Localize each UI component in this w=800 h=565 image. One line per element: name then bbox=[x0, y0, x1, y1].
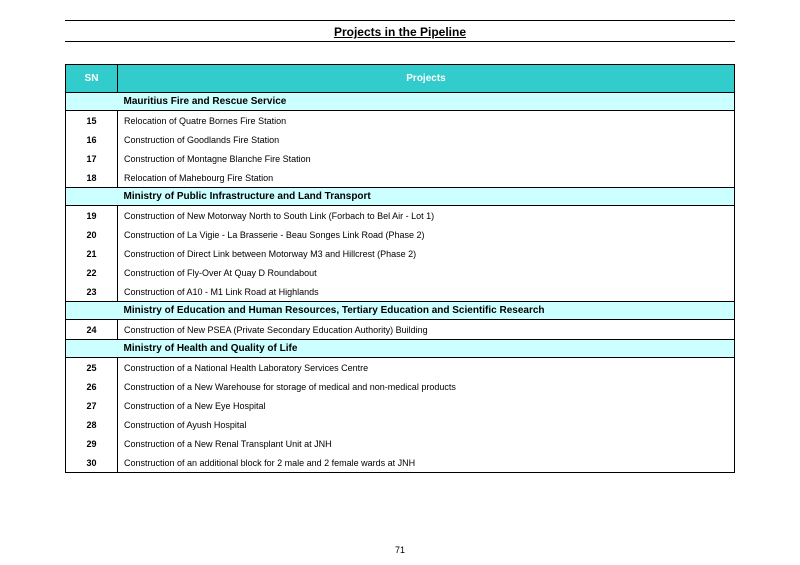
table-row: 20Construction of La Vigie - La Brasseri… bbox=[66, 225, 735, 244]
section-header-row: Mauritius Fire and Rescue Service bbox=[66, 93, 735, 111]
sn-cell: 17 bbox=[66, 149, 118, 168]
table-row: 18Relocation of Mahebourg Fire Station bbox=[66, 168, 735, 188]
sn-cell: 15 bbox=[66, 111, 118, 131]
project-cell: Construction of A10 - M1 Link Road at Hi… bbox=[118, 282, 735, 302]
table-row: 24Construction of New PSEA (Private Seco… bbox=[66, 320, 735, 340]
table-header-row: SN Projects bbox=[66, 65, 735, 93]
section-sn-cell bbox=[66, 302, 118, 320]
table-row: 17Construction of Montagne Blanche Fire … bbox=[66, 149, 735, 168]
document-page: Projects in the Pipeline SN Projects Mau… bbox=[0, 0, 800, 565]
table-row: 27Construction of a New Eye Hospital bbox=[66, 396, 735, 415]
project-cell: Construction of Fly-Over At Quay D Round… bbox=[118, 263, 735, 282]
col-header-projects: Projects bbox=[118, 65, 735, 93]
table-row: 16Construction of Goodlands Fire Station bbox=[66, 130, 735, 149]
project-cell: Construction of Direct Link between Moto… bbox=[118, 244, 735, 263]
table-row: 22Construction of Fly-Over At Quay D Rou… bbox=[66, 263, 735, 282]
project-cell: Relocation of Mahebourg Fire Station bbox=[118, 168, 735, 188]
project-cell: Construction of an additional block for … bbox=[118, 453, 735, 473]
project-cell: Construction of a New Warehouse for stor… bbox=[118, 377, 735, 396]
section-header-row: Ministry of Education and Human Resource… bbox=[66, 302, 735, 320]
sn-cell: 30 bbox=[66, 453, 118, 473]
sn-cell: 16 bbox=[66, 130, 118, 149]
table-row: 15Relocation of Quatre Bornes Fire Stati… bbox=[66, 111, 735, 131]
sn-cell: 20 bbox=[66, 225, 118, 244]
project-cell: Construction of New Motorway North to So… bbox=[118, 206, 735, 226]
table-row: 28Construction of Ayush Hospital bbox=[66, 415, 735, 434]
sn-cell: 26 bbox=[66, 377, 118, 396]
projects-table: SN Projects Mauritius Fire and Rescue Se… bbox=[65, 64, 735, 473]
sn-cell: 19 bbox=[66, 206, 118, 226]
table-row: 19Construction of New Motorway North to … bbox=[66, 206, 735, 226]
sn-cell: 28 bbox=[66, 415, 118, 434]
project-cell: Construction of Montagne Blanche Fire St… bbox=[118, 149, 735, 168]
project-cell: Construction of a National Health Labora… bbox=[118, 358, 735, 378]
project-cell: Construction of La Vigie - La Brasserie … bbox=[118, 225, 735, 244]
table-row: 30Construction of an additional block fo… bbox=[66, 453, 735, 473]
project-cell: Construction of Ayush Hospital bbox=[118, 415, 735, 434]
title-rule-bottom bbox=[65, 41, 735, 42]
table-row: 29Construction of a New Renal Transplant… bbox=[66, 434, 735, 453]
sn-cell: 24 bbox=[66, 320, 118, 340]
sn-cell: 29 bbox=[66, 434, 118, 453]
section-header-row: Ministry of Public Infrastructure and La… bbox=[66, 188, 735, 206]
project-cell: Relocation of Quatre Bornes Fire Station bbox=[118, 111, 735, 131]
sn-cell: 21 bbox=[66, 244, 118, 263]
project-cell: Construction of New PSEA (Private Second… bbox=[118, 320, 735, 340]
table-row: 26Construction of a New Warehouse for st… bbox=[66, 377, 735, 396]
project-cell: Construction of a New Renal Transplant U… bbox=[118, 434, 735, 453]
section-sn-cell bbox=[66, 188, 118, 206]
table-row: 23Construction of A10 - M1 Link Road at … bbox=[66, 282, 735, 302]
col-header-sn: SN bbox=[66, 65, 118, 93]
section-title: Ministry of Health and Quality of Life bbox=[118, 340, 735, 358]
sn-cell: 25 bbox=[66, 358, 118, 378]
sn-cell: 22 bbox=[66, 263, 118, 282]
page-title: Projects in the Pipeline bbox=[65, 21, 735, 41]
section-title: Ministry of Public Infrastructure and La… bbox=[118, 188, 735, 206]
project-cell: Construction of Goodlands Fire Station bbox=[118, 130, 735, 149]
table-row: 21Construction of Direct Link between Mo… bbox=[66, 244, 735, 263]
project-cell: Construction of a New Eye Hospital bbox=[118, 396, 735, 415]
page-number: 71 bbox=[0, 545, 800, 555]
section-title: Mauritius Fire and Rescue Service bbox=[118, 93, 735, 111]
section-header-row: Ministry of Health and Quality of Life bbox=[66, 340, 735, 358]
section-title: Ministry of Education and Human Resource… bbox=[118, 302, 735, 320]
sn-cell: 18 bbox=[66, 168, 118, 188]
section-sn-cell bbox=[66, 340, 118, 358]
table-body: Mauritius Fire and Rescue Service15Reloc… bbox=[66, 93, 735, 473]
sn-cell: 23 bbox=[66, 282, 118, 302]
sn-cell: 27 bbox=[66, 396, 118, 415]
table-row: 25Construction of a National Health Labo… bbox=[66, 358, 735, 378]
section-sn-cell bbox=[66, 93, 118, 111]
